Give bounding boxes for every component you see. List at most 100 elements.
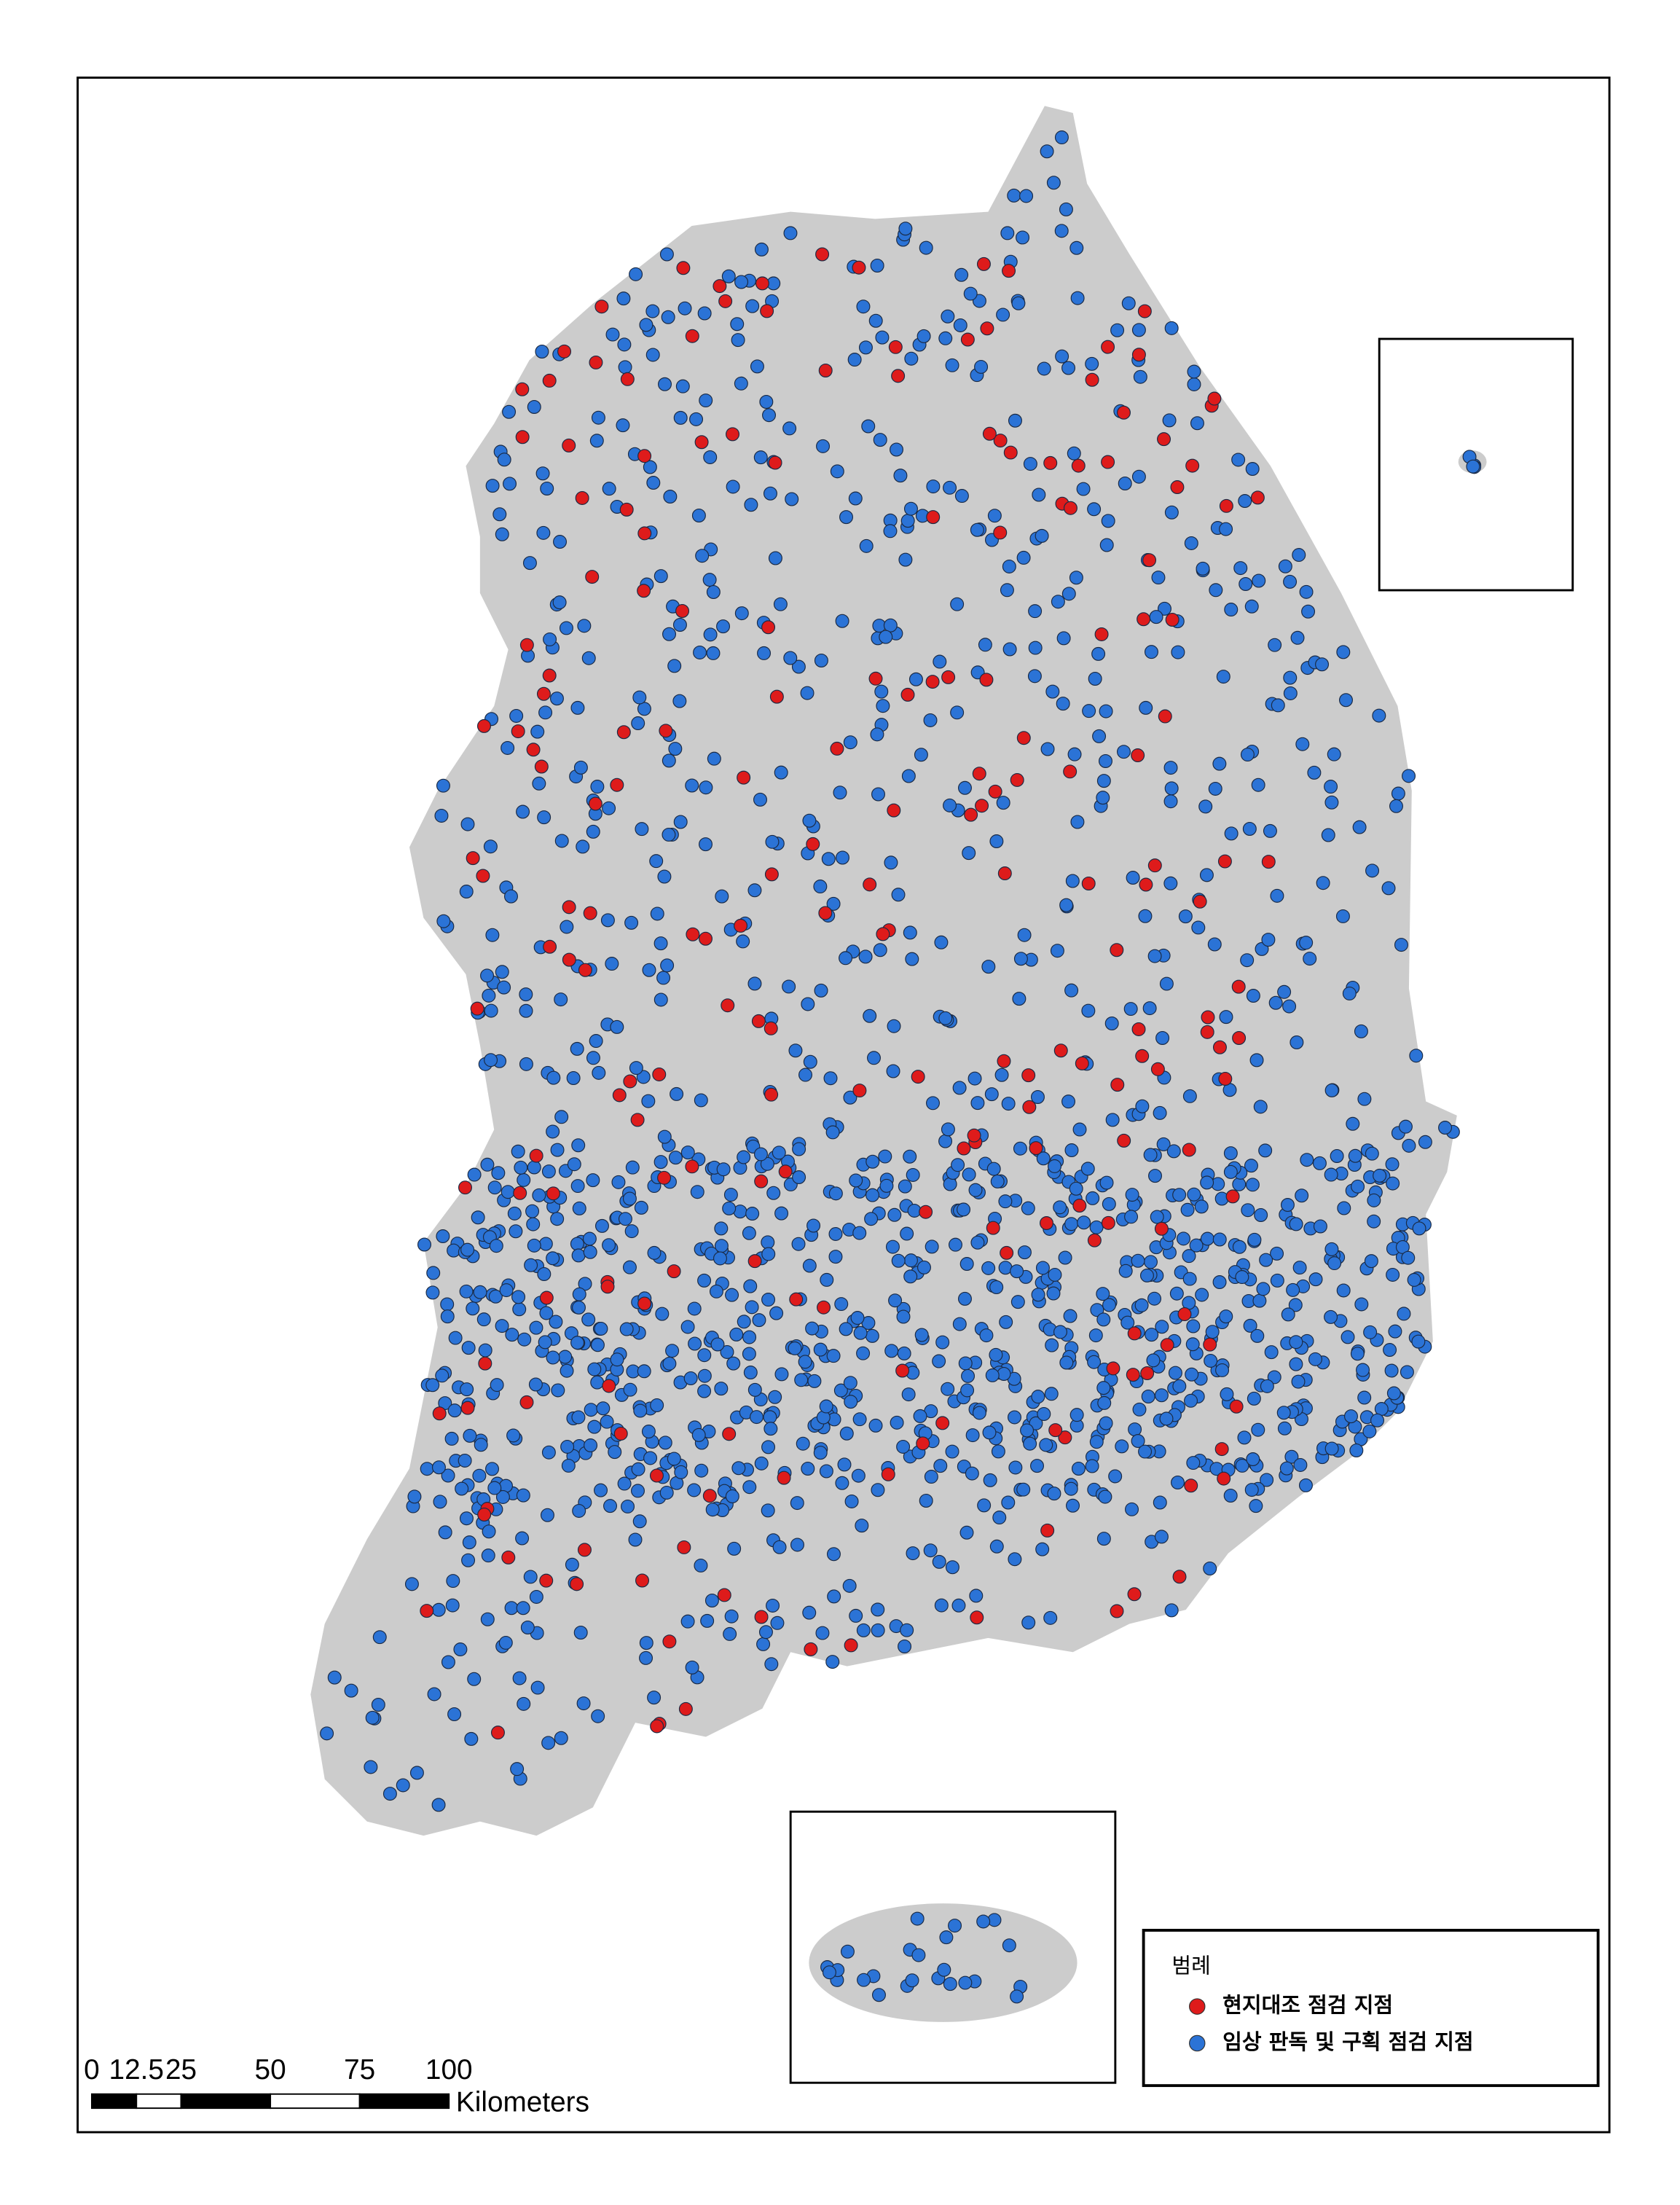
site-point	[660, 958, 675, 973]
site-point	[662, 753, 676, 768]
site-point	[1147, 1291, 1162, 1306]
site-point	[1071, 1462, 1086, 1476]
site-point	[879, 630, 893, 644]
site-point	[941, 670, 956, 684]
site-point	[689, 412, 704, 426]
site-point	[992, 1511, 1007, 1525]
site-point	[460, 1401, 475, 1415]
site-point	[706, 585, 721, 600]
site-point	[839, 1322, 853, 1336]
site-point	[570, 700, 585, 715]
site-point	[702, 573, 717, 587]
site-point	[553, 535, 568, 549]
site-point	[1097, 1395, 1112, 1410]
site-point	[861, 419, 876, 434]
site-point	[1053, 1043, 1068, 1058]
site-point	[1316, 876, 1330, 890]
site-point	[501, 1550, 516, 1564]
site-point	[1121, 296, 1136, 310]
site-point	[678, 301, 692, 316]
site-point	[495, 1489, 510, 1504]
site-point	[1327, 747, 1341, 761]
site-point	[852, 1084, 867, 1098]
jeju-island	[809, 1903, 1078, 2022]
site-point	[742, 1330, 757, 1344]
site-point	[1384, 1363, 1399, 1378]
site-point	[617, 1476, 632, 1491]
site-point	[1187, 364, 1201, 379]
site-point	[594, 1483, 608, 1497]
site-point	[605, 957, 619, 971]
site-point	[978, 638, 992, 652]
site-point	[526, 1217, 541, 1231]
site-point	[1155, 1030, 1170, 1045]
site-point	[618, 360, 632, 375]
site-point	[1096, 774, 1111, 788]
site-point	[491, 1166, 506, 1180]
site-point	[1137, 304, 1152, 318]
site-point	[562, 438, 576, 453]
site-point	[1147, 858, 1162, 873]
site-point	[876, 927, 890, 941]
site-point	[1053, 1325, 1067, 1339]
site-point	[749, 1410, 764, 1425]
site-point	[818, 363, 833, 377]
site-point	[948, 1919, 962, 1933]
site-point	[883, 618, 898, 632]
site-point	[1315, 657, 1330, 672]
site-point	[828, 1226, 843, 1241]
site-point	[1250, 1328, 1265, 1343]
site-point	[1085, 1459, 1099, 1473]
site-point	[499, 1283, 514, 1298]
site-point	[1139, 700, 1153, 715]
site-point	[997, 1054, 1011, 1068]
site-point	[1135, 1049, 1150, 1063]
site-point	[1000, 1245, 1014, 1260]
site-point	[856, 1623, 871, 1637]
site-point	[1203, 1562, 1217, 1576]
site-point	[541, 1445, 556, 1460]
site-point	[1169, 1286, 1184, 1301]
site-point	[1246, 989, 1260, 1003]
site-point	[1195, 1288, 1209, 1302]
site-point	[653, 569, 668, 584]
site-point	[891, 888, 906, 902]
site-point	[446, 1574, 460, 1589]
site-point	[1164, 781, 1179, 796]
site-point	[788, 1043, 803, 1058]
site-point	[932, 1354, 946, 1368]
site-point	[529, 1320, 543, 1335]
site-point	[431, 1602, 446, 1617]
site-point	[1155, 1320, 1169, 1334]
site-point	[1170, 480, 1185, 495]
site-point	[1391, 786, 1405, 801]
site-point	[1010, 772, 1024, 787]
site-point	[1070, 291, 1085, 305]
site-point	[659, 724, 673, 738]
site-point	[517, 1696, 531, 1711]
site-point	[806, 1218, 821, 1233]
site-point	[1158, 709, 1172, 724]
site-point	[1264, 1345, 1279, 1360]
site-point	[713, 1251, 727, 1266]
site-point	[1016, 550, 1031, 565]
site-point	[900, 687, 915, 702]
site-point	[989, 834, 1004, 849]
site-point	[823, 1071, 838, 1086]
site-point	[1124, 1210, 1139, 1224]
site-point	[964, 807, 978, 822]
site-point	[587, 1419, 602, 1434]
site-point	[649, 854, 664, 869]
site-point	[943, 1177, 957, 1191]
site-point	[830, 464, 844, 479]
site-point	[1182, 1272, 1197, 1286]
site-point	[635, 1573, 650, 1588]
site-point	[943, 480, 957, 495]
site-point	[868, 313, 883, 328]
site-point	[1137, 612, 1151, 627]
site-point	[828, 1186, 843, 1201]
site-point	[583, 1245, 597, 1259]
site-point	[875, 330, 890, 345]
site-point	[885, 1239, 900, 1254]
site-point	[697, 1384, 712, 1398]
